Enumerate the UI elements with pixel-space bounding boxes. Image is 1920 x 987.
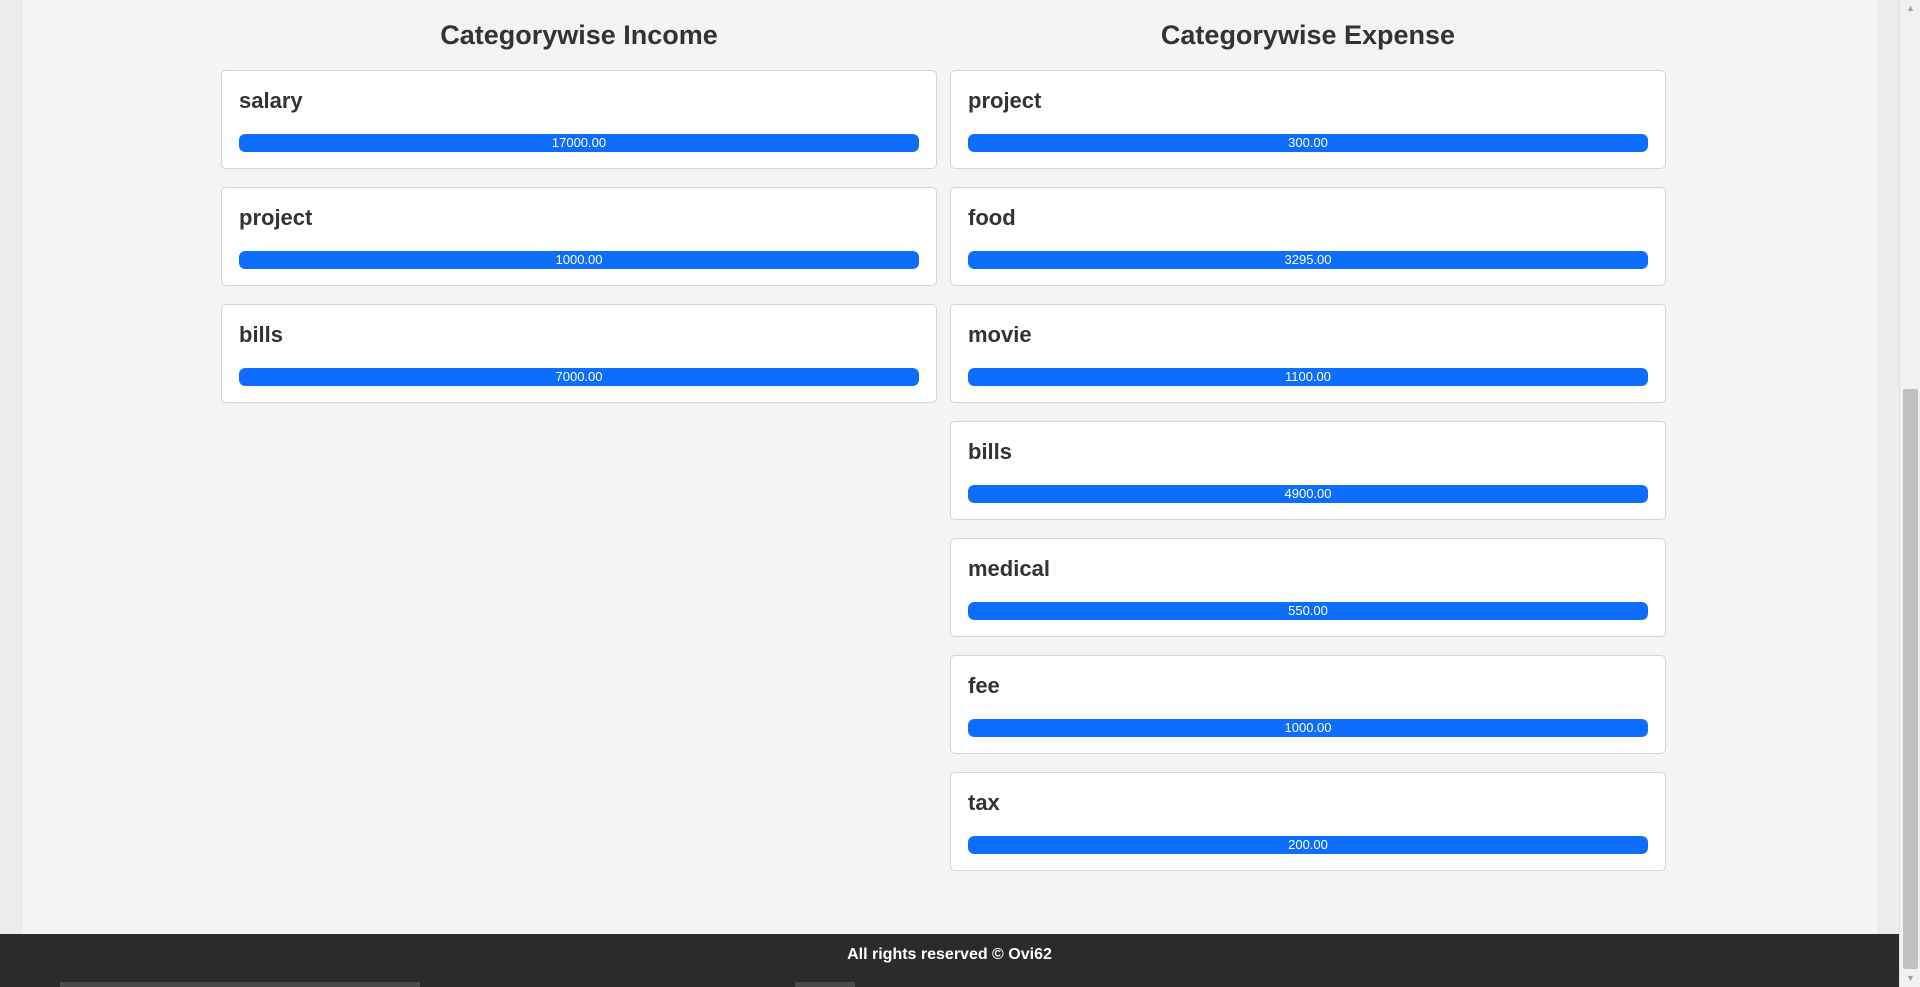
income-card-list: salary 17000.00 project 1000.00 bills 70… — [221, 70, 937, 403]
card-title: fee — [968, 673, 1000, 698]
footer-decoration — [795, 982, 855, 987]
card-title: project — [968, 88, 1042, 113]
vertical-scrollbar[interactable]: ▲ ▼ — [1899, 0, 1920, 987]
progress-bar: 1000.00 — [239, 251, 919, 269]
scrollbar-thumb[interactable] — [1903, 389, 1918, 969]
progress-bar: 1000.00 — [968, 719, 1648, 737]
progress-track: 300.00 — [968, 134, 1648, 152]
income-card-bills: bills 7000.00 — [221, 304, 937, 403]
card-title: bills — [968, 439, 1013, 464]
page-container: Categorywise Income salary 17000.00 proj… — [23, 0, 1877, 934]
expense-card-food: food 3295.00 — [950, 187, 1666, 286]
progress-bar: 4900.00 — [968, 485, 1648, 503]
progress-track: 1100.00 — [968, 368, 1648, 386]
expense-card-fee: fee 1000.00 — [950, 655, 1666, 754]
progress-bar: 3295.00 — [968, 251, 1648, 269]
expense-column: Categorywise Expense project 300.00 food… — [950, 0, 1666, 889]
progress-track: 3295.00 — [968, 251, 1648, 269]
card-title: project — [239, 205, 313, 230]
progress-track: 1000.00 — [239, 251, 919, 269]
progress-bar: 7000.00 — [239, 368, 919, 386]
income-card-project: project 1000.00 — [221, 187, 937, 286]
progress-track: 7000.00 — [239, 368, 919, 386]
income-title: Categorywise Income — [440, 20, 718, 50]
card-title: food — [968, 205, 1016, 230]
card-title: medical — [968, 556, 1050, 581]
progress-bar: 550.00 — [968, 602, 1648, 620]
card-title: bills — [239, 322, 284, 347]
expense-card-tax: tax 200.00 — [950, 772, 1666, 871]
card-title: tax — [968, 790, 1000, 815]
progress-track: 550.00 — [968, 602, 1648, 620]
expense-card-medical: medical 550.00 — [950, 538, 1666, 637]
card-title: salary — [239, 88, 303, 113]
expense-card-bills: bills 4900.00 — [950, 421, 1666, 520]
progress-bar: 1100.00 — [968, 368, 1648, 386]
scroll-down-arrow-icon[interactable]: ▼ — [1906, 973, 1915, 983]
progress-bar: 200.00 — [968, 836, 1648, 854]
footer-copyright: All rights reserved © Ovi62 — [847, 946, 1052, 963]
expense-title: Categorywise Expense — [1160, 20, 1456, 50]
expense-card-list: project 300.00 food 3295.00 movie 1100.0… — [950, 70, 1666, 871]
scroll-up-arrow-icon[interactable]: ▲ — [1906, 3, 1915, 13]
expense-card-project: project 300.00 — [950, 70, 1666, 169]
income-card-salary: salary 17000.00 — [221, 70, 937, 169]
progress-track: 200.00 — [968, 836, 1648, 854]
expense-card-movie: movie 1100.00 — [950, 304, 1666, 403]
footer: All rights reserved © Ovi62 — [0, 934, 1899, 987]
card-title: movie — [968, 322, 1032, 347]
footer-decoration — [60, 982, 420, 987]
progress-bar: 17000.00 — [239, 134, 919, 152]
progress-track: 1000.00 — [968, 719, 1648, 737]
progress-track: 17000.00 — [239, 134, 919, 152]
progress-bar: 300.00 — [968, 134, 1648, 152]
income-column: Categorywise Income salary 17000.00 proj… — [221, 0, 937, 421]
progress-track: 4900.00 — [968, 485, 1648, 503]
